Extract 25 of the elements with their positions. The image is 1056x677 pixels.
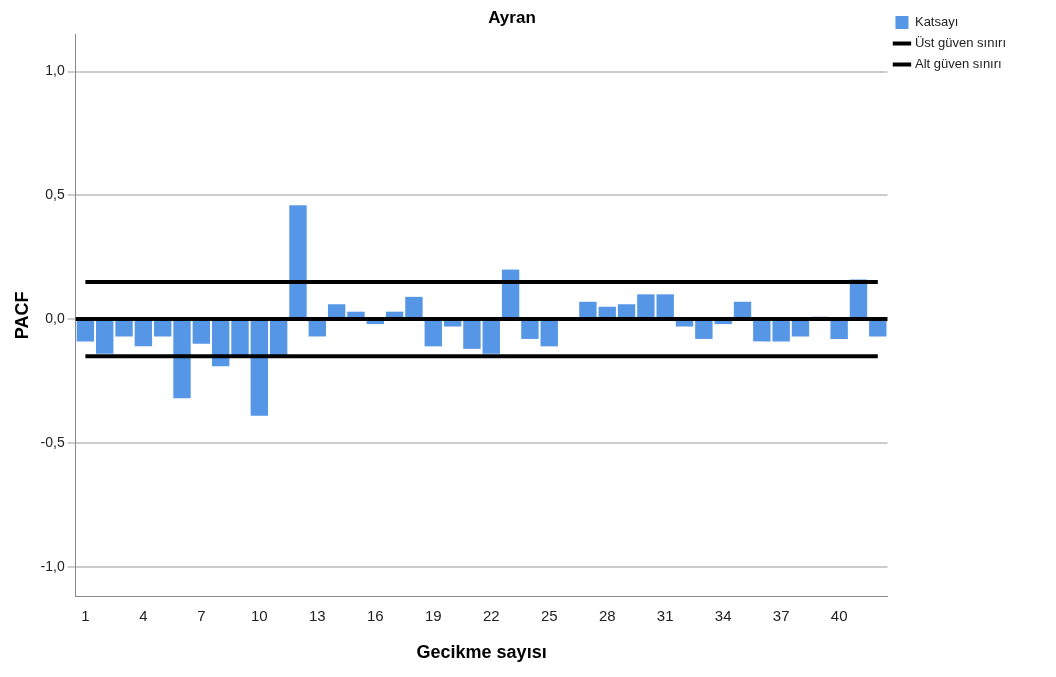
y-tick-label: -1,0 xyxy=(40,557,65,574)
x-tick-label: 4 xyxy=(139,606,148,624)
x-tick-label: 34 xyxy=(714,606,732,624)
x-tick-label: 37 xyxy=(772,606,790,624)
y-tick-label: 1,0 xyxy=(45,62,65,79)
legend-label: Alt güven sınırı xyxy=(914,56,1002,72)
x-tick-label: 13 xyxy=(308,606,326,624)
legend-label: Üst güven sınırı xyxy=(914,35,1007,51)
y-tick-label: 0,5 xyxy=(45,186,65,203)
x-tick-label: 16 xyxy=(366,606,384,624)
x-tick-label: 22 xyxy=(482,606,500,624)
x-axis-title: Gecikme sayısı xyxy=(416,642,547,663)
x-tick-label: 10 xyxy=(250,606,268,624)
x-tick-label: 25 xyxy=(540,606,558,624)
y-tick-label: -0,5 xyxy=(40,433,65,450)
x-tick-label: 28 xyxy=(598,606,616,624)
chart-title: Ayran xyxy=(488,7,536,27)
x-tick-label: 40 xyxy=(830,606,848,624)
y-tick-label: 0,0 xyxy=(45,309,65,326)
legend-label: Katsayı xyxy=(914,14,959,30)
x-tick-label: 31 xyxy=(656,606,674,624)
x-tick-label: 19 xyxy=(424,606,442,624)
x-tick-label: 1 xyxy=(81,606,90,624)
x-tick-label: 7 xyxy=(197,606,206,624)
y-axis-title: PACF xyxy=(11,291,32,340)
